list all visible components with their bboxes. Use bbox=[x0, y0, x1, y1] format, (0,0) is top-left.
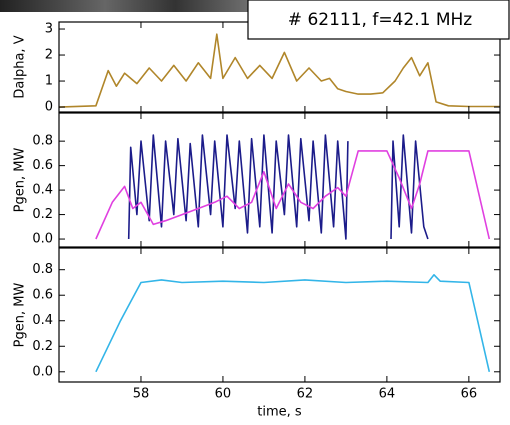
y-tick-label: 0.4 bbox=[32, 183, 53, 198]
panel-frame bbox=[58, 247, 501, 383]
series-line bbox=[127, 134, 429, 240]
y-tick-label: 0.6 bbox=[32, 288, 53, 303]
y-tick-label: 0.6 bbox=[32, 158, 53, 173]
x-tick-label: 60 bbox=[215, 387, 232, 402]
x-tick-label: 58 bbox=[133, 387, 150, 402]
y-axis-label: Dalpha, V bbox=[13, 35, 28, 98]
x-axis-label: time, s bbox=[257, 405, 302, 420]
series-line bbox=[95, 150, 491, 240]
series-line bbox=[95, 274, 491, 373]
annotation-box bbox=[247, 0, 510, 40]
x-tick-label: 64 bbox=[379, 387, 396, 402]
y-tick-label: 0.8 bbox=[32, 134, 53, 149]
y-tick-label: 1 bbox=[45, 74, 53, 89]
y-tick-label: 0.0 bbox=[32, 364, 53, 379]
y-tick-label: 0.0 bbox=[32, 232, 53, 247]
annotation: # 62111, f=42.1 MHz bbox=[288, 10, 472, 30]
y-tick-label: 0.4 bbox=[32, 313, 53, 328]
y-tick-label: 3 bbox=[45, 22, 53, 37]
x-tick-label: 62 bbox=[297, 387, 314, 402]
plots: 0 1 2 3 Dalpha, V 0.0 0.2 0.4 0.6 0.8 Pgen, MW 0.0 0… bbox=[13, 21, 501, 420]
y-axis-label: Pgen, MW bbox=[13, 148, 28, 213]
y-tick-label: 0.2 bbox=[32, 339, 53, 354]
series-line bbox=[58, 33, 500, 108]
y-tick-label: 0 bbox=[45, 100, 53, 115]
y-tick-label: 0.2 bbox=[32, 207, 53, 222]
y-tick-label: 0.8 bbox=[32, 262, 53, 277]
x-tick-label: 66 bbox=[461, 387, 478, 402]
y-tick-label: 2 bbox=[45, 48, 53, 63]
y-axis-label: Pgen, MW bbox=[13, 283, 28, 348]
panel-frame bbox=[58, 112, 501, 248]
